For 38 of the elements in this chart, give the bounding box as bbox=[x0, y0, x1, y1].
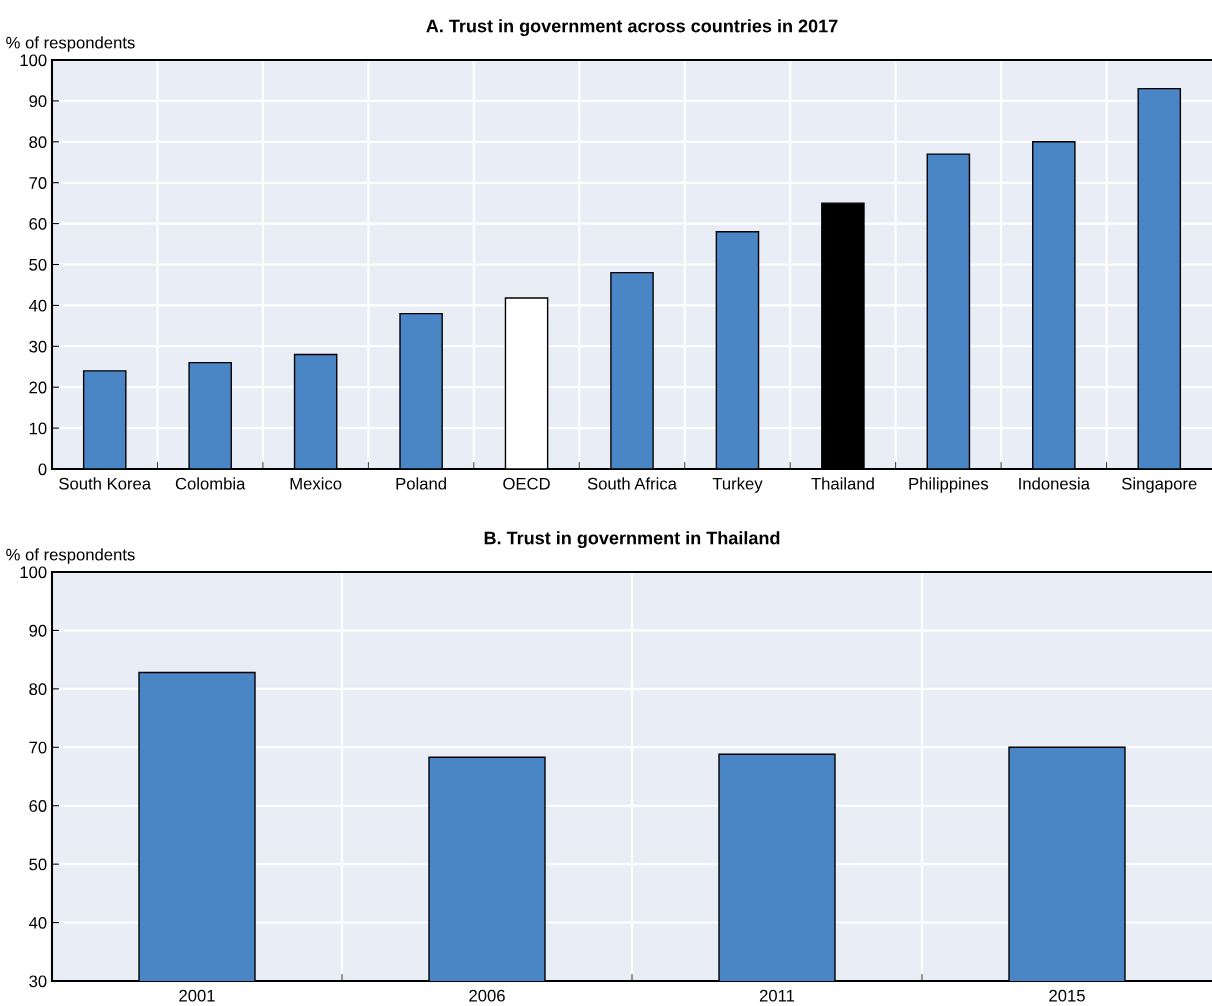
y-tick-label: 30 bbox=[29, 340, 47, 353]
x-tick-label: 2015 bbox=[1049, 989, 1085, 1002]
y-tick-label: 10 bbox=[29, 422, 47, 435]
y-tick-label: 90 bbox=[29, 624, 47, 637]
x-tick-label: Singapore bbox=[1122, 477, 1197, 493]
y-tick-label: 70 bbox=[29, 741, 47, 754]
y-tick-label: 30 bbox=[29, 975, 47, 988]
y-axis-title: % of respondents bbox=[6, 36, 135, 52]
x-tick-label: 2011 bbox=[759, 989, 795, 1002]
y-tick-label: 60 bbox=[29, 800, 47, 812]
x-tick-label: South Africa bbox=[587, 477, 677, 490]
y-tick-label: 50 bbox=[29, 258, 47, 271]
chart-title: B. Trust in government in Thailand bbox=[484, 531, 780, 549]
y-tick-label: 0 bbox=[38, 463, 47, 476]
x-tick-label: South Korea bbox=[59, 477, 152, 490]
y-tick-label: 80 bbox=[29, 136, 47, 148]
x-tick-label: 2006 bbox=[469, 989, 505, 1002]
x-tick-label: 2001 bbox=[179, 989, 215, 1002]
x-tick-label: Philippines bbox=[909, 477, 989, 493]
y-tick-label: 20 bbox=[29, 381, 47, 394]
y-tick-label: 50 bbox=[29, 858, 47, 871]
y-tick-label: 90 bbox=[29, 95, 47, 108]
y-tick-label: 40 bbox=[28, 916, 47, 929]
y-tick-label: 100 bbox=[20, 54, 47, 67]
y-tick-label: 100 bbox=[20, 566, 47, 579]
chart-title: A. Trust in government across countries in 2017 bbox=[426, 19, 838, 37]
x-tick-label: Colombia bbox=[175, 477, 246, 490]
y-tick-label: 70 bbox=[29, 177, 47, 189]
y-tick-label: 40 bbox=[28, 299, 47, 312]
x-tick-label: Indonesia bbox=[1019, 477, 1090, 490]
y-axis-title: % of respondents bbox=[6, 548, 135, 564]
y-tick-label: 80 bbox=[29, 683, 47, 696]
x-tick-label: OECD bbox=[503, 477, 550, 490]
y-tick-label: 60 bbox=[29, 218, 47, 230]
x-tick-label: Mexico bbox=[290, 477, 342, 490]
x-tick-label: Thailand bbox=[811, 477, 874, 490]
x-tick-label: Poland bbox=[396, 477, 446, 490]
x-tick-label: Turkey bbox=[712, 477, 763, 493]
